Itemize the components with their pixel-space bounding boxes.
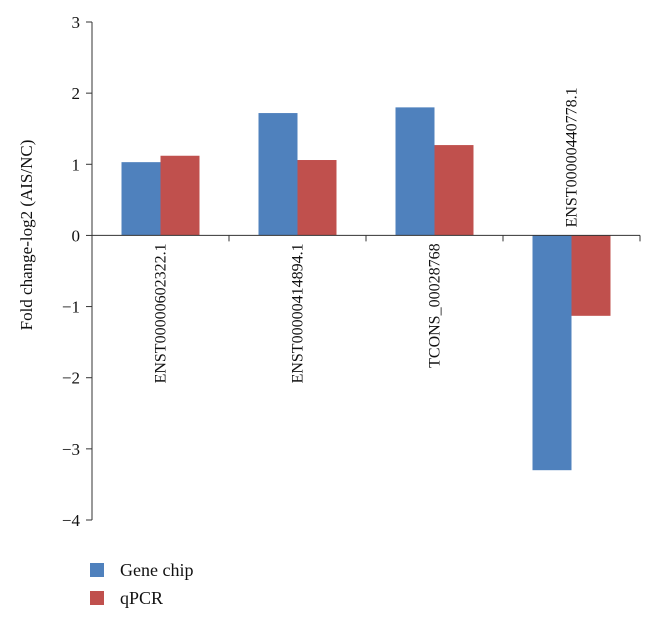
category-label: TCONS_00028768 — [427, 243, 444, 367]
category-labels: ENST00000602322.1 ENST00000414894.1 TCONS_… — [153, 87, 581, 383]
bar-qpcr-3 — [434, 145, 474, 236]
y-tick-label: 2 — [72, 84, 81, 103]
category-label: ENST00000414894.1 — [290, 243, 307, 383]
bar-chart: 3 2 1 0 −1 −2 −3 −4 ENST00000602322.1 ENST000004… — [17, 13, 641, 530]
bars — [121, 107, 611, 471]
bar-qpcr-4 — [571, 235, 611, 316]
bar-gene-chip-2 — [258, 113, 298, 236]
y-tick-label: 1 — [72, 155, 81, 174]
legend-item-gene-chip: Gene chip — [90, 556, 193, 584]
y-tick-label: −2 — [62, 369, 80, 388]
y-axis-title: Fold change-log2 (AIS/NC) — [17, 140, 36, 331]
bar-gene-chip-1 — [121, 162, 161, 236]
y-tick-label: 0 — [72, 226, 81, 245]
y-tick-label: −4 — [62, 511, 81, 530]
bar-gene-chip-4 — [532, 235, 572, 471]
legend-item-qpcr: qPCR — [90, 584, 193, 612]
legend-label-gene-chip: Gene chip — [120, 559, 194, 580]
y-tick-label: −3 — [62, 440, 80, 459]
category-label: ENST00000440778.1 — [564, 87, 581, 227]
legend: Gene chip qPCR — [90, 556, 193, 612]
y-tick-label: −1 — [62, 298, 80, 317]
legend-swatch-gene-chip — [90, 563, 104, 577]
bar-qpcr-1 — [160, 155, 200, 236]
category-label: ENST00000602322.1 — [153, 243, 170, 383]
bar-gene-chip-3 — [395, 107, 435, 236]
legend-label-qpcr: qPCR — [120, 587, 164, 608]
x-axis — [91, 234, 641, 242]
legend-swatch-qpcr — [90, 591, 104, 605]
y-tick-label: 3 — [72, 13, 81, 32]
y-axis: 3 2 1 0 −1 −2 −3 −4 — [62, 13, 93, 530]
bar-qpcr-2 — [297, 160, 337, 236]
